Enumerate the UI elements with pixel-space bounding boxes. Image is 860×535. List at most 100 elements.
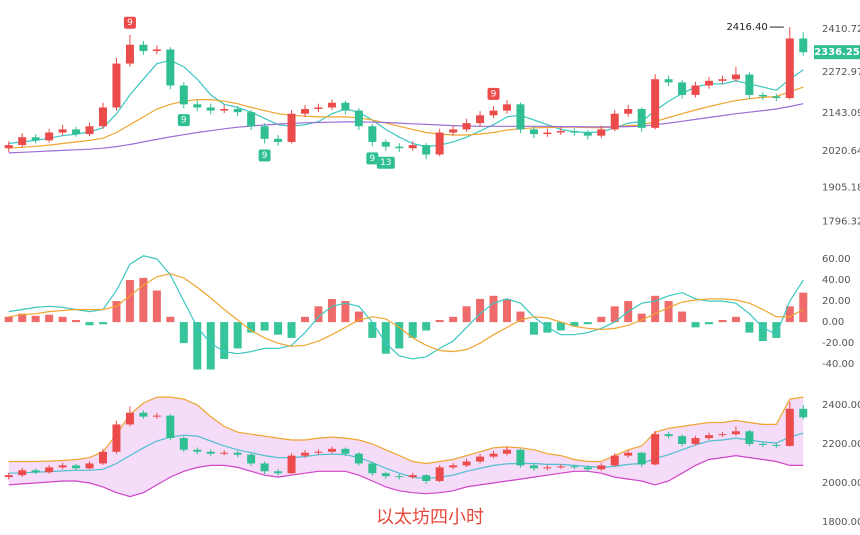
- candle-body: [718, 79, 727, 81]
- macd-bar: [718, 320, 727, 323]
- candle-body: [543, 132, 552, 135]
- candle-body: [691, 438, 700, 444]
- candle-body: [314, 107, 323, 110]
- candle-body: [435, 132, 444, 155]
- y-tick-label: -40.00: [822, 359, 854, 370]
- macd-bar: [516, 311, 525, 323]
- y-tick-label: 1800.00: [822, 517, 860, 528]
- candle-body: [758, 443, 767, 445]
- macd-bar: [731, 316, 740, 323]
- band-area: [8, 397, 804, 497]
- y-tick-label: 2272.97: [822, 67, 860, 78]
- candle-body: [18, 470, 27, 476]
- candle-body: [220, 452, 229, 454]
- macd-bar: [31, 315, 40, 323]
- candle-body: [772, 96, 781, 99]
- candle-body: [31, 470, 40, 473]
- candle-body: [260, 126, 269, 139]
- candle-body: [731, 74, 740, 80]
- macd-bar: [193, 322, 202, 370]
- macd-bar: [166, 316, 175, 323]
- line: [8, 59, 804, 148]
- candle-body: [583, 132, 592, 136]
- candle-body: [381, 141, 390, 147]
- candle-body: [179, 85, 188, 105]
- macd-bar: [99, 322, 107, 325]
- candle-body: [233, 452, 242, 455]
- macd-bar: [287, 322, 296, 338]
- candle-body: [570, 130, 579, 133]
- candle-body: [476, 456, 485, 462]
- candle-body: [745, 431, 754, 444]
- td-label: 9: [181, 116, 187, 126]
- macd-bar: [301, 316, 309, 323]
- candle-body: [422, 475, 431, 482]
- candle-body: [18, 137, 27, 146]
- line: [8, 432, 804, 480]
- macd-bar: [314, 306, 323, 323]
- macd-bar: [637, 313, 646, 323]
- macd-bar: [422, 322, 431, 331]
- line: [8, 454, 804, 498]
- candle-body: [799, 408, 808, 418]
- candle-body: [583, 467, 592, 470]
- candle-body: [785, 408, 794, 446]
- td-label: 9: [262, 151, 268, 161]
- candle-body: [31, 137, 40, 141]
- candle-body: [597, 129, 606, 136]
- candle-body: [85, 126, 94, 135]
- candle-body: [610, 113, 619, 130]
- macd-bar: [449, 316, 458, 323]
- candle-body: [529, 129, 538, 135]
- candle-body: [327, 448, 336, 452]
- candle-body: [72, 129, 81, 135]
- candle-body: [58, 129, 67, 133]
- candle-body: [125, 44, 134, 64]
- candle-body: [4, 145, 13, 149]
- td-badge: [258, 149, 271, 162]
- td-badge: [487, 87, 500, 100]
- candle-body: [45, 467, 54, 473]
- candle-body: [247, 454, 256, 464]
- candle-body: [664, 79, 673, 83]
- candle-body: [4, 475, 13, 478]
- macd-bar: [354, 311, 363, 323]
- macd-bar: [327, 298, 336, 323]
- macd-bar: [705, 322, 713, 325]
- candle-body: [274, 138, 283, 142]
- td-label: 9: [491, 89, 497, 99]
- td-label: 9: [369, 154, 375, 164]
- candle-body: [651, 79, 660, 128]
- macd-bar: [691, 322, 700, 328]
- macd-bar: [799, 292, 808, 323]
- macd-bar: [556, 322, 565, 331]
- candle-body: [327, 102, 336, 108]
- candle-body: [166, 415, 175, 439]
- macd-bar: [341, 301, 350, 323]
- candle-body: [247, 112, 256, 127]
- candle-body: [287, 455, 296, 474]
- candle-body: [274, 471, 283, 474]
- candle-body: [45, 132, 54, 141]
- candle-body: [368, 463, 377, 474]
- y-tick-label: 0.00: [822, 317, 844, 328]
- macd-bar: [529, 322, 538, 335]
- macd-bar: [233, 322, 242, 349]
- macd-bar: [772, 322, 781, 338]
- candle-body: [112, 63, 121, 108]
- candle-body: [610, 455, 619, 466]
- macd-bar: [503, 298, 511, 323]
- macd-bar: [4, 316, 13, 323]
- y-tick-label: 2143.09: [822, 108, 860, 119]
- candle-body: [152, 49, 161, 52]
- candle-body: [341, 102, 350, 111]
- candle-body: [516, 449, 525, 466]
- candle-body: [408, 475, 417, 478]
- y-tick-label: 1905.18: [822, 182, 860, 193]
- candle-body: [543, 467, 552, 469]
- caption: 以太坊四小时: [376, 507, 484, 528]
- candle-body: [354, 110, 363, 127]
- macd-bar: [664, 301, 673, 323]
- macd-bar: [435, 320, 444, 323]
- candle-body: [651, 434, 660, 465]
